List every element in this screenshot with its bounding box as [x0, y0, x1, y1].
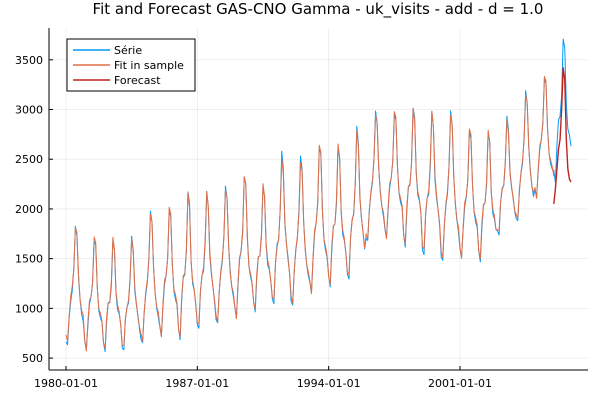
x-tick-label: 2001-01-01: [428, 377, 492, 390]
y-tick-label: 2500: [15, 153, 43, 166]
y-tick-label: 500: [22, 352, 43, 365]
y-tick-label: 3500: [15, 54, 43, 67]
legend-label: Fit in sample: [114, 59, 184, 72]
y-ticks: 500 1000 1500 2000 2500 3000 3500: [15, 54, 53, 365]
y-tick-label: 3000: [15, 104, 43, 117]
x-tick-label: 1994-01-01: [297, 377, 361, 390]
x-tick-label: 1980-01-01: [34, 377, 98, 390]
y-tick-label: 2000: [15, 203, 43, 216]
legend-box: [66, 38, 196, 92]
series-layer: [65, 38, 572, 353]
x-ticks: 1980-01-01 1987-01-01 1994-01-01 2001-01-01: [34, 366, 492, 390]
series-line-fit-in-sample: [65, 75, 555, 352]
legend: Série Fit in sample Forecast: [66, 38, 196, 92]
y-tick-label: 1500: [15, 253, 43, 266]
legend-label: Série: [114, 44, 142, 57]
legend-label: Forecast: [114, 74, 161, 87]
x-tick-label: 1987-01-01: [165, 377, 229, 390]
y-tick-label: 1000: [15, 302, 43, 315]
chart-title: Fit and Forecast GAS-CNO Gamma - uk_visi…: [93, 0, 544, 19]
series-line-forecast: [553, 67, 572, 205]
